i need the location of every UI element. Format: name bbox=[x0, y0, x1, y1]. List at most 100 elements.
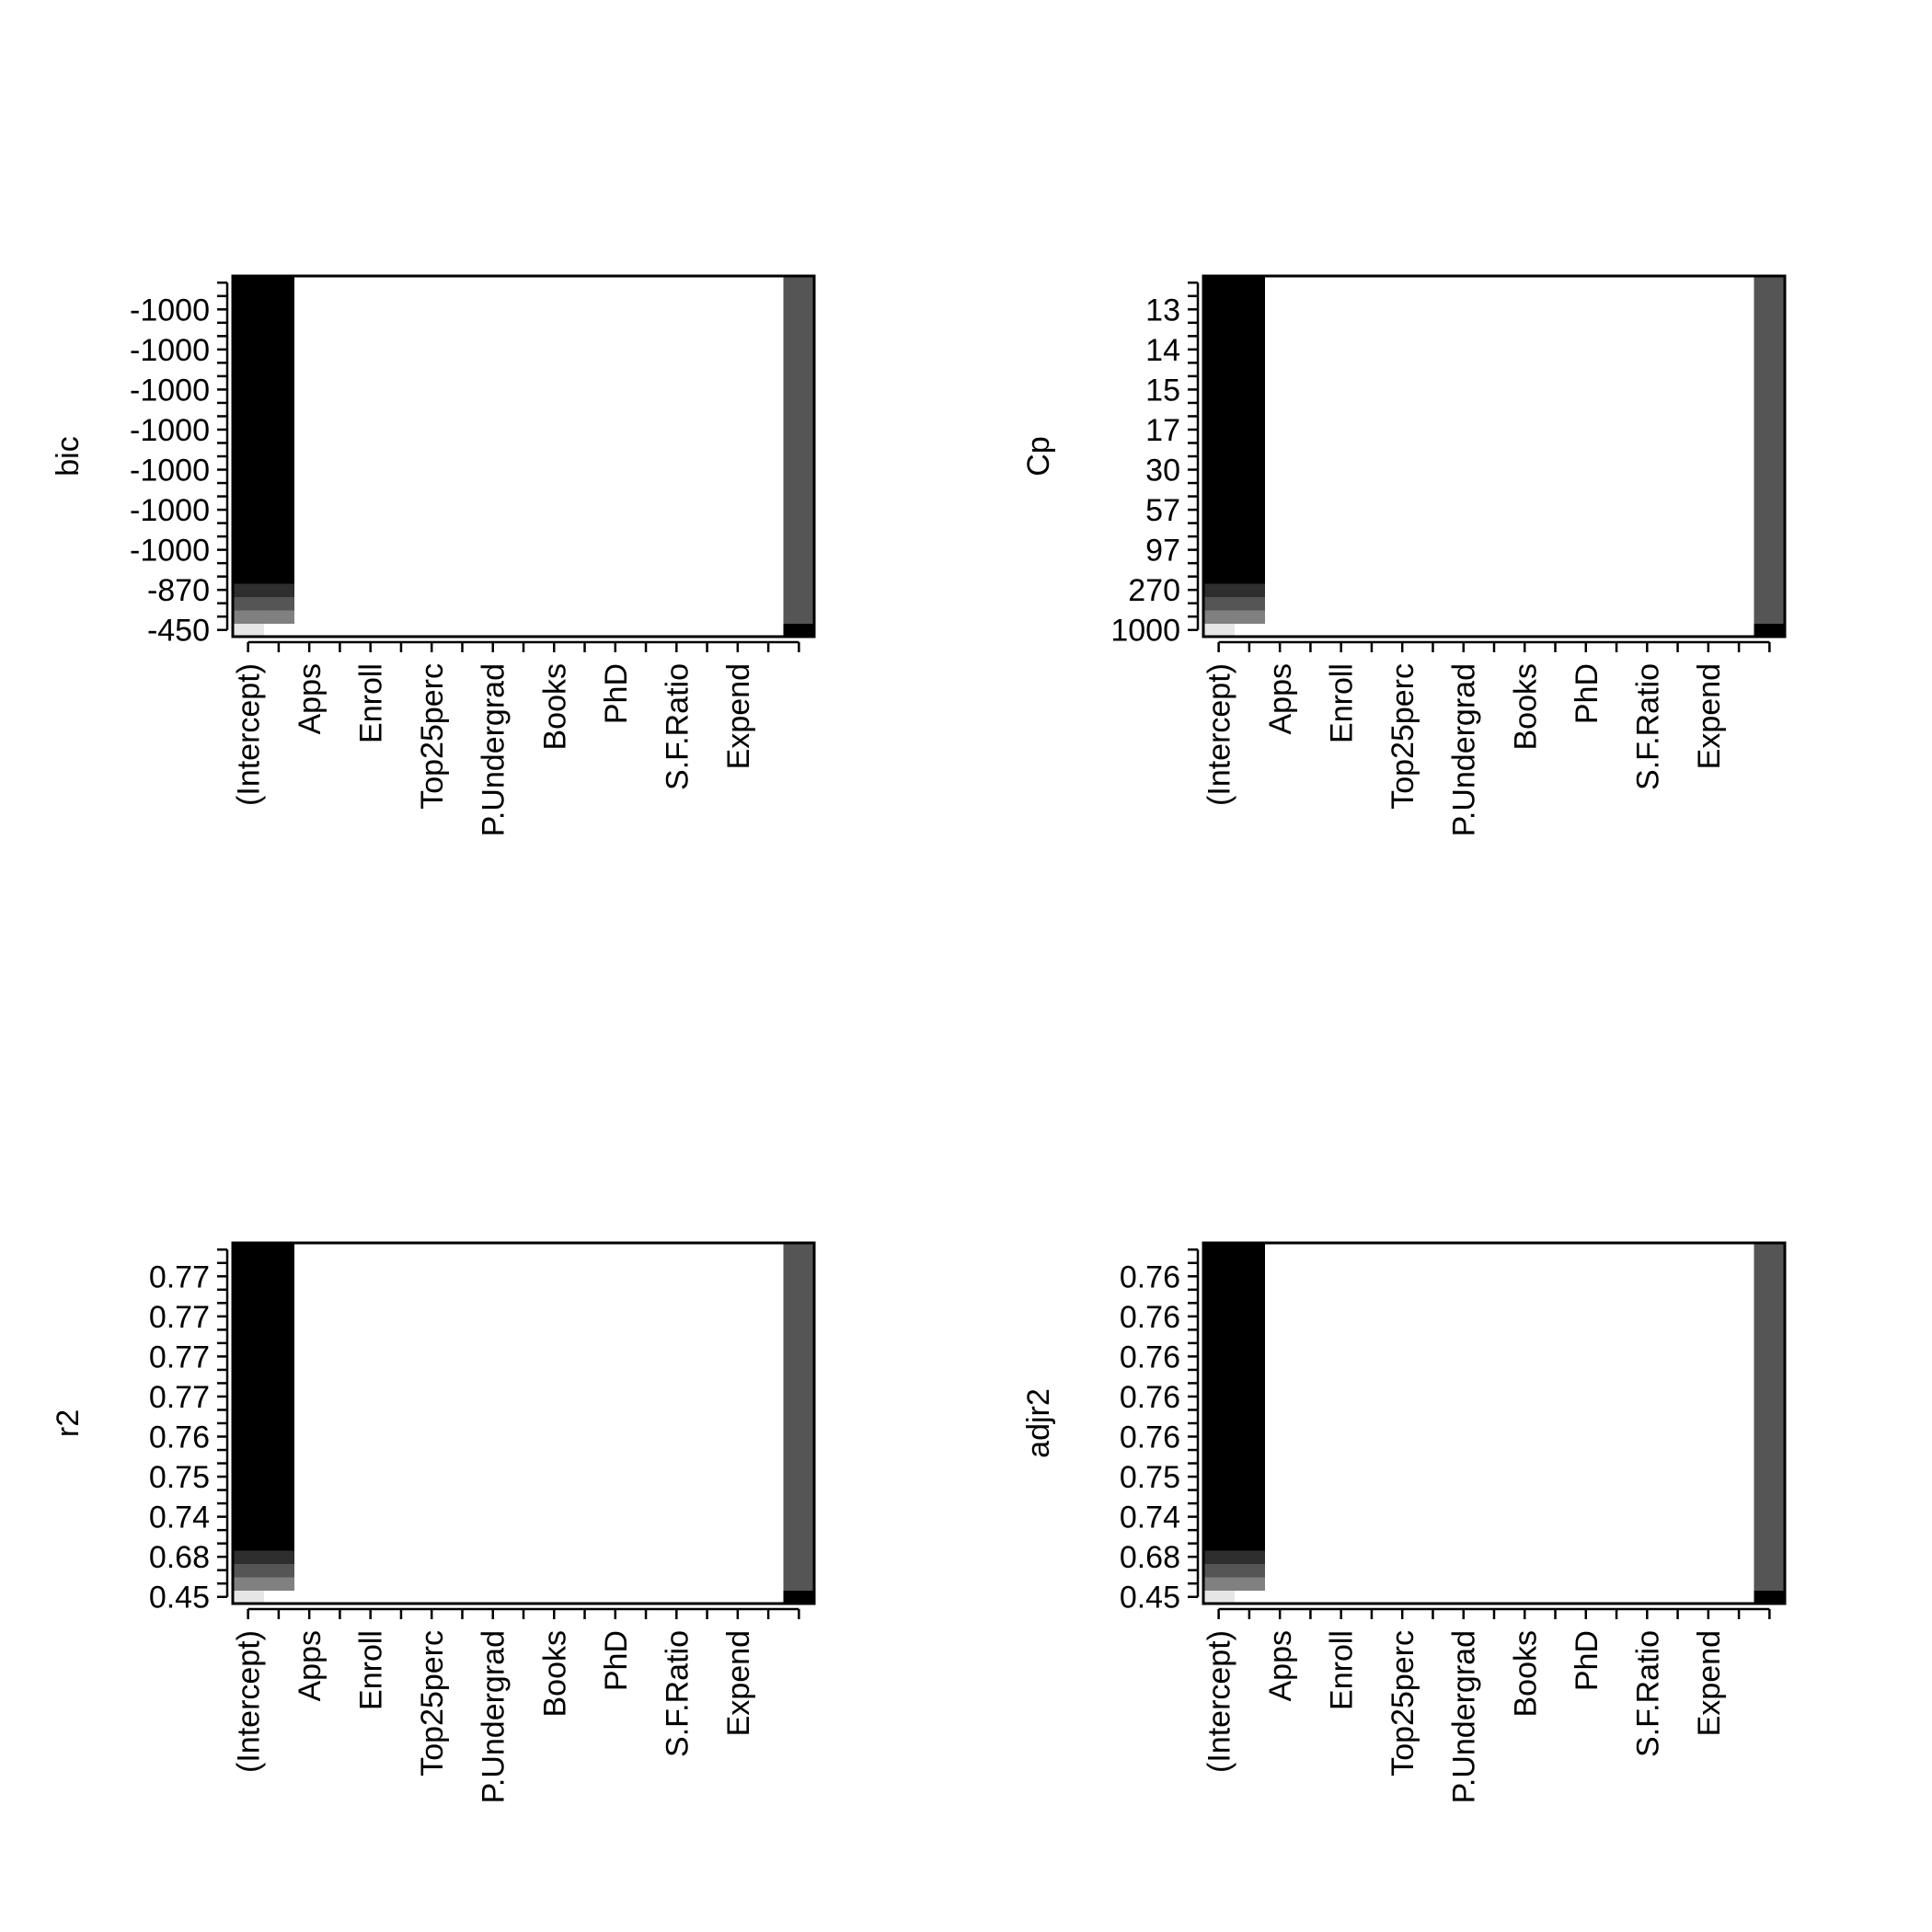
heatmap-cell bbox=[233, 383, 264, 397]
heatmap-cell bbox=[783, 1256, 815, 1271]
heatmap-cell bbox=[1754, 316, 1786, 330]
heatmap-cell bbox=[1234, 1416, 1266, 1431]
heatmap-cell bbox=[263, 556, 295, 571]
heatmap-cell bbox=[783, 609, 815, 625]
heatmap-cell bbox=[1234, 342, 1266, 357]
heatmap-cell bbox=[263, 449, 295, 464]
heatmap-cell bbox=[233, 276, 264, 291]
heatmap-cell bbox=[783, 1309, 815, 1324]
heatmap-cell bbox=[1754, 1376, 1786, 1391]
heatmap-cell bbox=[1234, 1256, 1266, 1271]
heatmap-cell bbox=[1754, 1270, 1786, 1284]
heatmap-cell bbox=[1203, 1282, 1235, 1297]
heatmap-cell bbox=[783, 1563, 815, 1578]
x-tick-label: S.F.Ratio bbox=[660, 663, 695, 790]
heatmap-cells bbox=[1203, 276, 1786, 638]
y-axis-label: Cp bbox=[1021, 436, 1056, 476]
x-tick-label: Expend bbox=[721, 663, 756, 769]
heatmap-cell bbox=[1203, 1510, 1235, 1524]
heatmap-cell bbox=[233, 1416, 264, 1431]
heatmap-cell bbox=[233, 502, 264, 517]
heatmap-cell bbox=[1234, 489, 1266, 504]
heatmap-cell bbox=[1203, 449, 1235, 464]
heatmap-cell bbox=[783, 316, 815, 330]
heatmap-cell bbox=[783, 463, 815, 477]
x-tick-label: Enroll bbox=[354, 1630, 389, 1710]
heatmap-cell bbox=[783, 1456, 815, 1471]
heatmap-cell bbox=[1754, 1563, 1786, 1578]
x-tick-label: Top25perc bbox=[1386, 1630, 1420, 1777]
x-tick-label: Apps bbox=[1263, 1630, 1298, 1702]
plot-frame bbox=[1202, 1241, 1787, 1605]
heatmap-cell bbox=[263, 1549, 295, 1565]
heatmap-cell bbox=[1754, 556, 1786, 571]
y-tick-label: 30 bbox=[1145, 454, 1180, 489]
heatmap-cell bbox=[233, 1523, 264, 1538]
heatmap-cell bbox=[263, 1430, 295, 1444]
y-tick-label: 0.76 bbox=[1120, 1380, 1180, 1415]
heatmap-cell bbox=[1203, 502, 1235, 517]
heatmap-cell bbox=[233, 369, 264, 384]
heatmap-cell bbox=[1203, 1363, 1235, 1377]
heatmap-cell bbox=[783, 1549, 815, 1565]
heatmap-cell bbox=[1754, 1416, 1786, 1431]
heatmap-cell bbox=[783, 1336, 815, 1351]
heatmap-cells bbox=[233, 276, 815, 638]
y-tick-label: 14 bbox=[1145, 333, 1180, 368]
y-tick-label: -450 bbox=[147, 614, 210, 649]
heatmap-cell bbox=[1203, 1416, 1235, 1431]
heatmap-cell bbox=[783, 1403, 815, 1418]
y-axis-label: r2 bbox=[51, 1409, 86, 1437]
x-tick-label: S.F.Ratio bbox=[1630, 1630, 1665, 1757]
heatmap-cell bbox=[233, 543, 264, 558]
y-tick-label: 0.74 bbox=[1120, 1501, 1180, 1535]
heatmap-cell bbox=[1203, 1430, 1235, 1444]
heatmap-cell bbox=[263, 1443, 295, 1457]
heatmap-cell bbox=[1234, 1496, 1266, 1511]
x-tick-label: Top25perc bbox=[1386, 663, 1420, 810]
heatmap-cell bbox=[263, 356, 295, 371]
x-axis: (Intercept) Apps Enroll Top25perc P.Undergra… bbox=[1202, 640, 1771, 836]
heatmap-cell bbox=[783, 1523, 815, 1538]
y-tick-label: 0.75 bbox=[1120, 1460, 1180, 1495]
heatmap-cell bbox=[1203, 1389, 1235, 1404]
heatmap-cell bbox=[1234, 449, 1266, 464]
heatmap-cell bbox=[263, 329, 295, 344]
heatmap-cell bbox=[1234, 383, 1266, 397]
heatmap-cell bbox=[1203, 1256, 1235, 1271]
heatmap-cell bbox=[1203, 609, 1235, 625]
heatmap-cell bbox=[1203, 1323, 1235, 1338]
y-tick-label: 15 bbox=[1145, 373, 1180, 408]
heatmap-cell bbox=[233, 516, 264, 531]
x-tick-label: Enroll bbox=[1325, 1630, 1360, 1710]
heatmap-cell bbox=[1234, 1350, 1266, 1364]
heatmap-cell bbox=[1234, 1389, 1266, 1404]
heatmap-cell bbox=[263, 342, 295, 357]
y-axis-label: adjr2 bbox=[1021, 1388, 1056, 1458]
heatmap-cell bbox=[233, 329, 264, 344]
heatmap-cell bbox=[1754, 1243, 1786, 1258]
heatmap-cell bbox=[1203, 289, 1235, 304]
heatmap-cell bbox=[1234, 303, 1266, 317]
y-axis: 1000 270 97 57 30 17 15 14 13 bbox=[1110, 282, 1200, 649]
y-tick-label: 0.75 bbox=[149, 1460, 210, 1495]
heatmap-cell bbox=[783, 1416, 815, 1431]
heatmap-cell bbox=[233, 1430, 264, 1444]
heatmap-cell bbox=[1203, 1469, 1235, 1484]
heatmap-cell bbox=[233, 303, 264, 317]
x-tick-label: Books bbox=[537, 663, 572, 751]
y-tick-label: 0.77 bbox=[149, 1380, 210, 1415]
x-tick-label: P.Undergrad bbox=[1447, 1630, 1482, 1803]
heatmap-cell bbox=[1754, 569, 1786, 584]
heatmap-cell bbox=[1234, 596, 1266, 611]
heatmap-cell bbox=[1203, 1336, 1235, 1351]
heatmap-cell bbox=[1234, 1323, 1266, 1338]
heatmap-cell bbox=[1234, 582, 1266, 598]
heatmap-cell bbox=[1203, 543, 1235, 558]
heatmap-cell bbox=[1203, 1576, 1235, 1592]
heatmap-cell bbox=[1754, 1483, 1786, 1498]
heatmap-cell bbox=[263, 276, 295, 291]
y-tick-label: 0.76 bbox=[1120, 1300, 1180, 1335]
heatmap-cell bbox=[233, 623, 264, 638]
y-tick-label: 270 bbox=[1128, 573, 1180, 608]
